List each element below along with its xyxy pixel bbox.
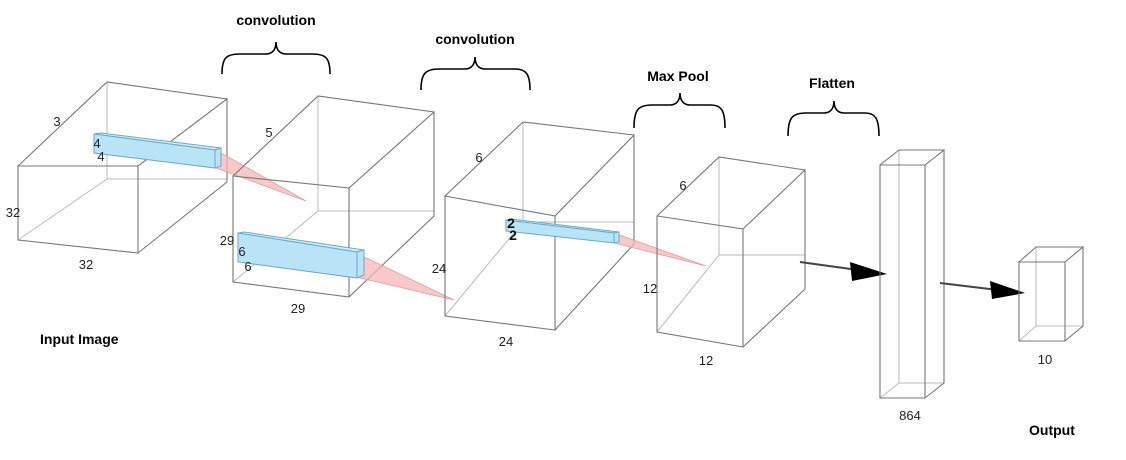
conv1-brace xyxy=(221,41,331,75)
input-image-caption: Input Image xyxy=(40,331,119,347)
flatten-stage-label-group: Flatten xyxy=(787,75,880,137)
conv2-stage-label-group: convolution xyxy=(420,31,531,91)
pool-brace xyxy=(633,92,726,129)
conv1-width-label: 29 xyxy=(291,301,305,316)
conv1-kernel-size-b: 6 xyxy=(244,259,251,274)
conv2-kernel-size-b: 2 xyxy=(509,227,517,243)
conv1-height-label: 29 xyxy=(220,233,234,248)
pool-depth-label: 6 xyxy=(679,178,686,193)
flatten-size-label: 864 xyxy=(899,408,921,423)
conv1-stage-label-group: convolution xyxy=(221,12,331,75)
pool-stage-label: Max Pool xyxy=(647,68,708,84)
input-kernel-size-b: 4 xyxy=(97,149,104,164)
pool-stage-label-group: Max Pool xyxy=(633,68,726,129)
pool-volume: 6 12 12 xyxy=(643,156,807,368)
conv1-stage-label: convolution xyxy=(236,12,315,28)
flatten-brace xyxy=(787,100,880,137)
conv1-depth-label: 5 xyxy=(265,125,272,140)
input-kernel-size-a: 4 xyxy=(93,136,100,151)
conv2-width-label: 24 xyxy=(499,334,513,349)
input-depth-label: 3 xyxy=(53,114,60,129)
conv2-height-label: 24 xyxy=(432,261,446,276)
pool-width-label: 12 xyxy=(699,353,713,368)
pool-to-flatten-arrow xyxy=(799,261,887,281)
conv2-brace xyxy=(420,56,531,91)
input-height-label: 32 xyxy=(6,205,20,220)
pool-height-label: 12 xyxy=(643,281,657,296)
input-volume: 3 32 32 xyxy=(6,81,229,272)
flatten-stage-label: Flatten xyxy=(809,75,855,91)
input-kernel: 4 4 xyxy=(93,132,307,202)
conv2-kernel: 2 2 xyxy=(505,215,707,267)
conv2-kernel-size-a: 2 xyxy=(507,215,515,231)
output-size-label: 10 xyxy=(1038,352,1052,367)
flatten-to-output-arrow xyxy=(939,281,1025,299)
flatten-layer: 864 xyxy=(879,149,946,423)
conv1-kernel: 6 6 xyxy=(237,231,455,301)
output-layer: 10 xyxy=(1018,246,1085,367)
conv1-kernel-size-a: 6 xyxy=(238,244,245,259)
conv2-stage-label: convolution xyxy=(435,31,514,47)
input-width-label: 32 xyxy=(79,257,93,272)
output-caption: Output xyxy=(1029,422,1075,438)
conv2-depth-label: 6 xyxy=(475,150,482,165)
